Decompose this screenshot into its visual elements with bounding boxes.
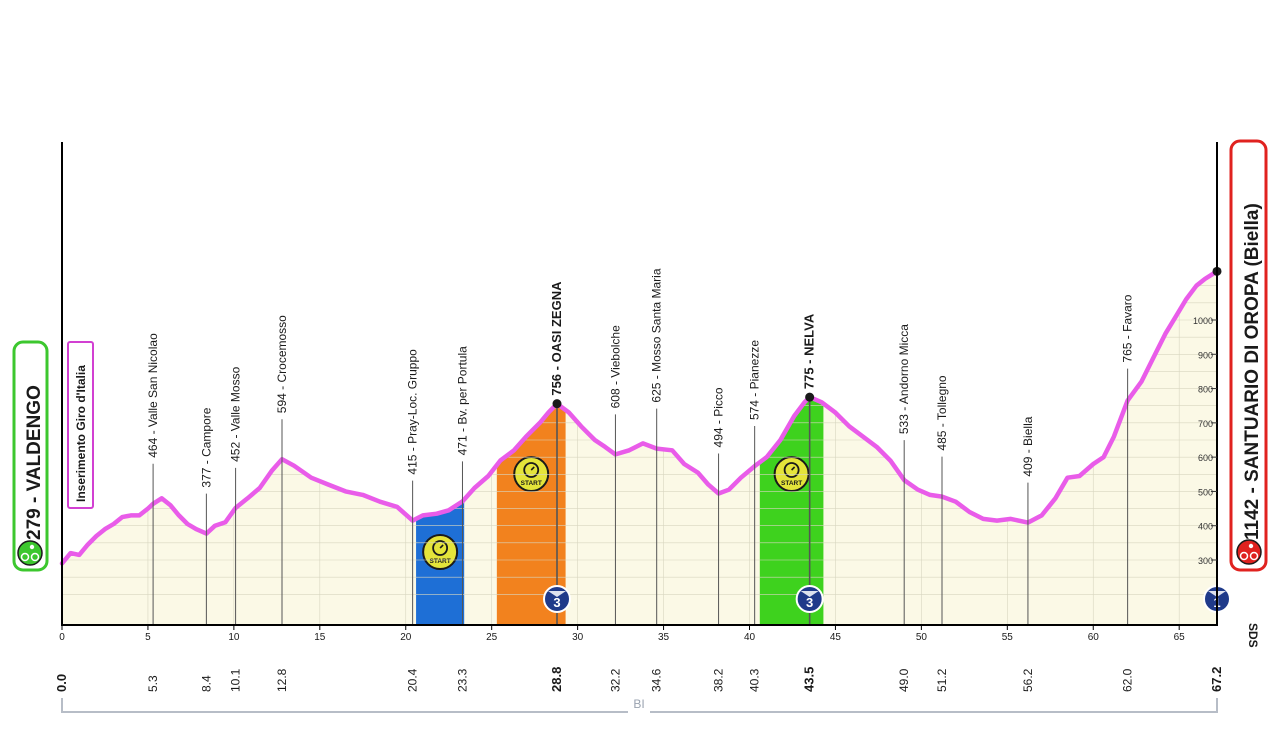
- y-tick-label: 800: [1198, 385, 1213, 395]
- cyclist-finish-wheel: [1239, 551, 1249, 561]
- x-tick-label: 0: [59, 632, 65, 643]
- sprint-start-badge: START: [422, 534, 459, 570]
- place-label: 574 - Pianezze: [748, 340, 762, 420]
- place-label: 533 - Andorno Micca: [897, 324, 911, 434]
- sprint-start-label: START: [781, 480, 802, 487]
- km-mark-label: 56.2: [1021, 668, 1035, 692]
- km-mark-label: 5.3: [146, 675, 160, 692]
- place-label: 775 - NELVA: [802, 313, 817, 389]
- x-tick-label: 5: [145, 632, 151, 643]
- km-mark-label: 8.4: [199, 675, 213, 692]
- x-tick-label: 45: [830, 632, 842, 643]
- km-mark-label: 12.8: [275, 668, 289, 692]
- km-mark-label: 51.2: [935, 668, 949, 692]
- stopwatch-dial: [783, 462, 800, 478]
- km-mark-label: 23.3: [455, 668, 469, 692]
- summit-dot: [552, 399, 562, 409]
- finish-tag: SDS: [1246, 623, 1260, 648]
- finish-label: 1142 - SANTUARIO DI OROPA (Biella): [1242, 203, 1263, 540]
- km-mark-label: 20.4: [406, 668, 420, 692]
- stopwatch-dial: [432, 540, 449, 556]
- place-label: 464 - Valle San Nicolao: [146, 333, 160, 458]
- y-tick-label: 900: [1198, 350, 1213, 360]
- start-box-frame: [12, 340, 49, 572]
- km-mark-label: 32.2: [608, 668, 622, 692]
- profile-area: [62, 271, 1217, 625]
- cyclist-start-head: [29, 544, 35, 550]
- x-tick-label: 15: [314, 632, 326, 643]
- km-mark-label: 38.2: [712, 668, 726, 692]
- x-tick-label: 60: [1088, 632, 1100, 643]
- cyclist-finish-head: [1248, 543, 1254, 549]
- y-tick-label: 600: [1198, 453, 1213, 463]
- place-label: 452 - Valle Mosso: [229, 366, 243, 461]
- cyclist-start-wheel: [20, 552, 30, 562]
- km-mark-label: 49.0: [897, 668, 911, 692]
- x-tick-label: 20: [400, 632, 412, 643]
- cyclist-start-wheel: [30, 552, 40, 562]
- cyclist-finish-icon: [1236, 539, 1262, 565]
- start-label: 279 - VALDENGO: [24, 385, 45, 540]
- x-tick-label: 25: [486, 632, 498, 643]
- y-tick-label: 500: [1198, 487, 1213, 497]
- place-label: 409 - Biella: [1021, 416, 1035, 476]
- summit-dot: [805, 392, 815, 402]
- cyclist-finish-wheel: [1249, 551, 1259, 561]
- province-label: BI: [633, 697, 644, 711]
- giro-note-text: Inserimento Giro d'Italia: [74, 365, 88, 502]
- stopwatch-hand: [439, 544, 444, 549]
- y-tick-label: 400: [1198, 522, 1213, 532]
- province-label-bg: [628, 696, 650, 714]
- stopwatch-hand: [791, 466, 796, 471]
- climb-badge-category: 3: [553, 595, 560, 610]
- climb-badge-chevron: [800, 591, 819, 597]
- km-mark-label: 62.0: [1121, 668, 1135, 692]
- km-mark-label: 34.6: [650, 668, 664, 692]
- place-label: 377 - Campore: [199, 407, 213, 487]
- place-label: 415 - Pray-Loc. Gruppo: [406, 349, 420, 475]
- giro-note: Inserimento Giro d'Italia: [67, 341, 94, 509]
- stopwatch-icon: [422, 534, 459, 570]
- km-mark-label: 40.3: [748, 668, 762, 692]
- climb-category-badge: 3: [795, 585, 824, 613]
- km-mark-label: 67.2: [1209, 667, 1224, 692]
- finish-box-frame: [1229, 139, 1268, 572]
- climb-badge-chevron: [548, 591, 566, 597]
- place-label: 485 - Tollegno: [935, 375, 949, 450]
- place-label: 608 - Viebolche: [608, 325, 622, 409]
- x-tick-label: 30: [572, 632, 584, 643]
- profile-line: [59, 269, 1220, 566]
- climb-category-badge: 3: [543, 585, 571, 613]
- finish-box: 1142 - SANTUARIO DI OROPA (Biella): [1229, 139, 1268, 572]
- stopwatch-hand: [530, 466, 535, 471]
- sprint-start-label: START: [521, 480, 542, 487]
- x-tick-label: 65: [1174, 632, 1186, 643]
- x-tick-label: 40: [744, 632, 756, 643]
- x-tick-label: 55: [1002, 632, 1014, 643]
- x-tick-label: 10: [228, 632, 240, 643]
- stopwatch-dial: [523, 462, 540, 478]
- km-mark-label: 0.0: [54, 674, 69, 692]
- place-label: 494 - Picco: [712, 387, 726, 447]
- x-tick-label: 50: [916, 632, 928, 643]
- x-tick-label: 35: [658, 632, 670, 643]
- place-label: 471 - Bv. per Portula: [455, 346, 469, 455]
- place-label: 756 - OASI ZEGNA: [549, 281, 564, 396]
- climb-badge-category: 3: [806, 595, 813, 610]
- km-mark-label: 10.1: [229, 668, 243, 692]
- y-tick-label: 700: [1198, 419, 1213, 429]
- km-mark-label: 28.8: [549, 667, 564, 692]
- giro-note-frame: [67, 341, 94, 509]
- sprint-start-label: START: [430, 558, 451, 565]
- place-label: 625 - Mosso Santa Maria: [650, 268, 664, 402]
- y-tick-label: 1000: [1193, 316, 1213, 326]
- y-tick-label: 300: [1198, 556, 1213, 566]
- km-mark-label: 43.5: [802, 667, 817, 692]
- start-box: 279 - VALDENGO: [12, 340, 49, 572]
- place-label: 594 - Crocemosso: [275, 315, 289, 413]
- place-label: 765 - Favaro: [1121, 294, 1135, 362]
- cyclist-start-icon: [17, 540, 43, 566]
